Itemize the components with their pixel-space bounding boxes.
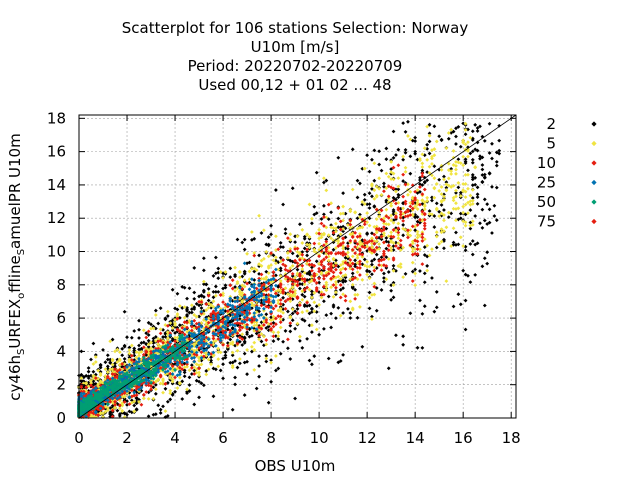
x-tick-label: 4 <box>170 429 180 447</box>
legend-marker <box>591 160 597 166</box>
y-tick-label: 2 <box>56 376 66 394</box>
x-tick-label: 0 <box>74 429 84 447</box>
x-tick-label: 10 <box>310 429 329 447</box>
reference-line <box>78 114 517 419</box>
x-tick-label: 12 <box>358 429 377 447</box>
y-tick-labels: 0 2 4 6 8 10 12 14 16 18 <box>47 109 66 427</box>
y-tick-label: 14 <box>47 176 66 194</box>
title-line-2: U10m [m/s] <box>251 38 340 56</box>
x-tick-label: 2 <box>122 429 132 447</box>
legend-label: 5 <box>546 135 556 153</box>
legend-label: 2 <box>546 115 556 133</box>
x-tick-label: 14 <box>406 429 425 447</box>
y-tick-label: 4 <box>56 342 66 360</box>
y-tick-label: 10 <box>47 243 66 261</box>
title-line-4: Used 00,12 + 01 02 ... 48 <box>198 76 391 94</box>
x-axis-label: OBS U10m <box>255 457 336 475</box>
legend-marker <box>591 179 597 186</box>
title-line-3: Period: 20220702-20220709 <box>188 57 403 75</box>
title-line-1: Scatterplot for 106 stations Selection: … <box>122 19 469 37</box>
legend-label: 10 <box>537 154 556 172</box>
x-tick-label: 18 <box>502 429 521 447</box>
legend-label: 25 <box>537 174 556 192</box>
x-tick-label: 8 <box>266 429 276 447</box>
legend-marker <box>591 140 597 147</box>
y-tick-label: 0 <box>56 409 66 427</box>
y-axis-label: cy46hSURFEXofflineSamuelPR U10m <box>6 133 27 400</box>
plot-frame <box>78 114 517 419</box>
legend-label: 50 <box>537 193 556 211</box>
x-tick-label: 16 <box>454 429 473 447</box>
legend-label: 75 <box>537 213 556 231</box>
y-tick-label: 6 <box>56 309 66 327</box>
axis-ticks <box>78 115 516 419</box>
y-tick-label: 12 <box>47 209 66 227</box>
x-tick-label: 6 <box>218 429 228 447</box>
y-tick-label: 18 <box>47 109 66 127</box>
legend-marker <box>591 121 597 127</box>
y-tick-label: 8 <box>56 276 66 294</box>
legend-marker <box>591 218 597 225</box>
scatter-points <box>77 119 502 420</box>
chart-title: Scatterplot for 106 stations Selection: … <box>122 19 469 94</box>
legend-marker <box>591 199 597 205</box>
x-tick-labels: 0 2 4 6 8 10 12 14 16 18 <box>74 429 521 447</box>
y-tick-label: 16 <box>47 143 66 161</box>
